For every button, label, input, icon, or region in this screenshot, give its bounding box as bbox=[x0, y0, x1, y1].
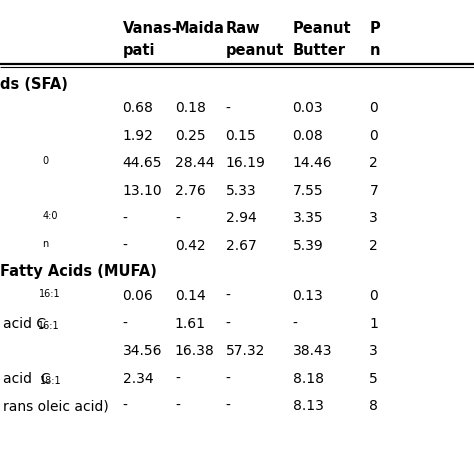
Text: 2.67: 2.67 bbox=[226, 239, 256, 253]
Text: 18:1: 18:1 bbox=[40, 376, 62, 386]
Text: 8.18: 8.18 bbox=[292, 372, 324, 386]
Text: 5.39: 5.39 bbox=[292, 239, 323, 253]
Text: 7: 7 bbox=[369, 184, 378, 198]
Text: -: - bbox=[123, 399, 128, 413]
Text: 0.13: 0.13 bbox=[292, 289, 323, 303]
Text: -: - bbox=[123, 239, 128, 253]
Text: 3: 3 bbox=[369, 344, 378, 358]
Text: 44.65: 44.65 bbox=[123, 156, 162, 171]
Text: -: - bbox=[226, 289, 230, 303]
Text: 1.61: 1.61 bbox=[175, 317, 206, 331]
Text: 8: 8 bbox=[369, 399, 378, 413]
Text: 0.06: 0.06 bbox=[123, 289, 153, 303]
Text: 16:1: 16:1 bbox=[39, 289, 61, 299]
Text: 5.33: 5.33 bbox=[226, 184, 256, 198]
Text: Maida: Maida bbox=[175, 21, 225, 36]
Text: -: - bbox=[175, 211, 180, 226]
Text: 8.13: 8.13 bbox=[292, 399, 323, 413]
Text: 0.18: 0.18 bbox=[175, 101, 206, 116]
Text: Peanut: Peanut bbox=[292, 21, 351, 36]
Text: 2: 2 bbox=[369, 156, 378, 171]
Text: 28.44: 28.44 bbox=[175, 156, 214, 171]
Text: Fatty Acids (MUFA): Fatty Acids (MUFA) bbox=[0, 264, 157, 280]
Text: 4:0: 4:0 bbox=[43, 211, 58, 221]
Text: 34.56: 34.56 bbox=[123, 344, 162, 358]
Text: 0: 0 bbox=[369, 101, 378, 116]
Text: acid C: acid C bbox=[3, 317, 46, 331]
Text: pati: pati bbox=[123, 43, 155, 58]
Text: 0.25: 0.25 bbox=[175, 129, 206, 143]
Text: 2: 2 bbox=[369, 239, 378, 253]
Text: 13.10: 13.10 bbox=[123, 184, 162, 198]
Text: -: - bbox=[226, 399, 230, 413]
Text: 14.46: 14.46 bbox=[292, 156, 332, 171]
Text: 7.55: 7.55 bbox=[292, 184, 323, 198]
Text: 0.15: 0.15 bbox=[226, 129, 256, 143]
Text: 0: 0 bbox=[369, 289, 378, 303]
Text: 0.03: 0.03 bbox=[292, 101, 323, 116]
Text: n: n bbox=[43, 239, 49, 249]
Text: -: - bbox=[123, 317, 128, 331]
Text: -: - bbox=[123, 211, 128, 226]
Text: Butter: Butter bbox=[292, 43, 346, 58]
Text: 1: 1 bbox=[369, 317, 378, 331]
Text: Vanas-: Vanas- bbox=[123, 21, 178, 36]
Text: peanut: peanut bbox=[226, 43, 284, 58]
Text: 0: 0 bbox=[43, 156, 49, 166]
Text: n: n bbox=[369, 43, 380, 58]
Text: 16.38: 16.38 bbox=[175, 344, 215, 358]
Text: rans oleic acid): rans oleic acid) bbox=[3, 399, 109, 413]
Text: -: - bbox=[175, 372, 180, 386]
Text: 5: 5 bbox=[369, 372, 378, 386]
Text: 16:1: 16:1 bbox=[37, 321, 59, 331]
Text: -: - bbox=[226, 372, 230, 386]
Text: 0.14: 0.14 bbox=[175, 289, 206, 303]
Text: 2.34: 2.34 bbox=[123, 372, 153, 386]
Text: 3.35: 3.35 bbox=[292, 211, 323, 226]
Text: 57.32: 57.32 bbox=[226, 344, 265, 358]
Text: -: - bbox=[292, 317, 298, 331]
Text: -: - bbox=[175, 399, 180, 413]
Text: acid  C: acid C bbox=[3, 372, 51, 386]
Text: 16.19: 16.19 bbox=[226, 156, 265, 171]
Text: 2.76: 2.76 bbox=[175, 184, 206, 198]
Text: 38.43: 38.43 bbox=[292, 344, 332, 358]
Text: ds (SFA): ds (SFA) bbox=[0, 77, 68, 92]
Text: Raw: Raw bbox=[226, 21, 260, 36]
Text: 2.94: 2.94 bbox=[226, 211, 256, 226]
Text: 0: 0 bbox=[369, 129, 378, 143]
Text: 0.68: 0.68 bbox=[123, 101, 154, 116]
Text: -: - bbox=[226, 317, 230, 331]
Text: 3: 3 bbox=[369, 211, 378, 226]
Text: 0.42: 0.42 bbox=[175, 239, 206, 253]
Text: 0.08: 0.08 bbox=[292, 129, 323, 143]
Text: P: P bbox=[369, 21, 380, 36]
Text: 1.92: 1.92 bbox=[123, 129, 154, 143]
Text: -: - bbox=[226, 101, 230, 116]
